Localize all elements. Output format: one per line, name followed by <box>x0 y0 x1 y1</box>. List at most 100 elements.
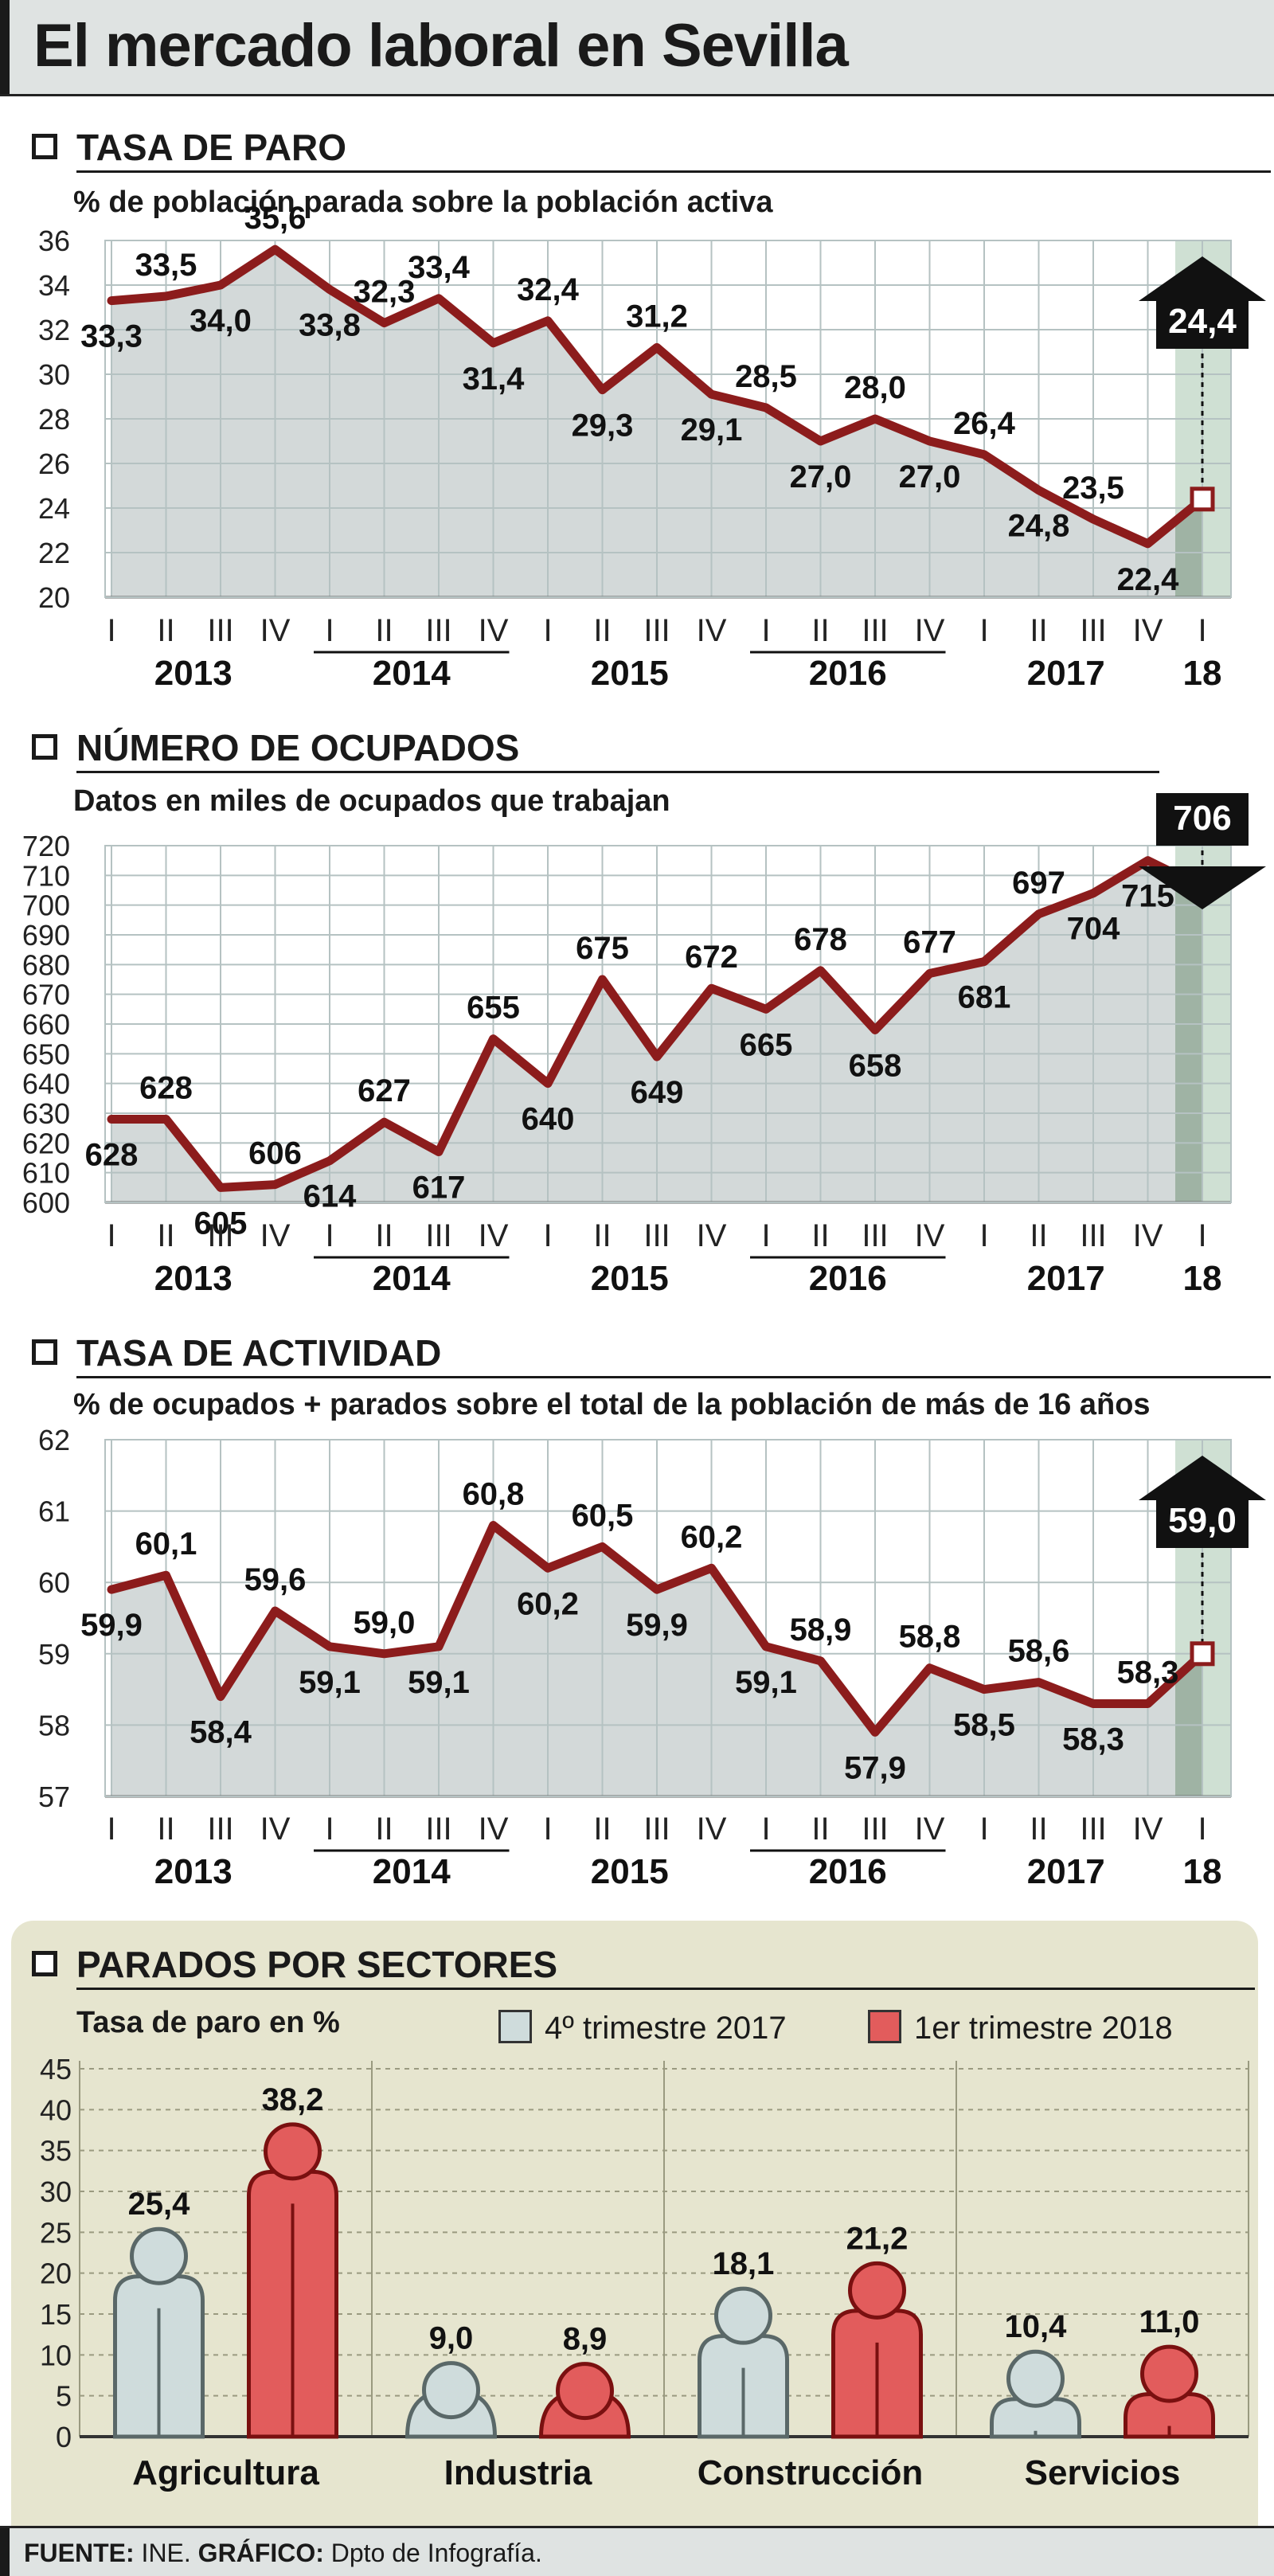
x-tick-quarter: II <box>811 613 829 648</box>
data-label: 21,2 <box>846 2221 909 2256</box>
x-tick-quarter: IV <box>479 613 509 648</box>
bar-head <box>714 2286 772 2345</box>
y-tick-label: 680 <box>22 948 70 981</box>
y-tick-label: 640 <box>22 1068 70 1100</box>
data-label: 715 <box>1121 879 1174 914</box>
x-tick-year: 18 <box>1183 1852 1222 1891</box>
x-tick-quarter: I <box>1198 1218 1206 1253</box>
plot-frame <box>104 845 1232 1203</box>
data-label: 59,0 <box>354 1605 416 1640</box>
y-tick-label: 36 <box>38 225 70 257</box>
legend-swatch-2018 <box>868 2010 901 2043</box>
y-tick-label: 60 <box>38 1566 70 1599</box>
x-tick-year: 2015 <box>591 1852 669 1891</box>
x-tick-quarter: I <box>543 613 552 648</box>
callout-arrow <box>1139 1456 1266 1500</box>
y-tick-label: 34 <box>38 269 70 302</box>
section-title: TASA DE PARO <box>76 127 347 168</box>
data-label: 31,2 <box>626 299 688 334</box>
data-label: 59,1 <box>299 1665 361 1700</box>
x-tick-year: 2015 <box>591 1259 669 1298</box>
data-label: 60,2 <box>681 1519 743 1554</box>
callout-value: 59,0 <box>1168 1501 1237 1540</box>
x-tick-quarter: IV <box>915 1218 945 1253</box>
data-label: 35,6 <box>244 201 307 236</box>
data-label: 678 <box>794 922 847 957</box>
y-tick-label: 700 <box>22 889 70 922</box>
footer-credits: FUENTE: INE. GRÁFICO: Dpto de Infografía… <box>24 2538 542 2568</box>
line-chart-ocupados: 6006106206306406506606706806907007107206… <box>22 793 1266 1298</box>
y-tick-label: 58 <box>38 1709 70 1741</box>
bar-head <box>556 2362 614 2421</box>
y-tick-label: 620 <box>22 1127 70 1159</box>
x-tick-quarter: IV <box>479 1812 509 1847</box>
y-tick-label: 57 <box>38 1781 70 1813</box>
data-label: 28,0 <box>844 370 906 405</box>
x-tick-quarter: II <box>1030 1812 1047 1847</box>
page-title: El mercado laboral en Sevilla <box>33 12 849 80</box>
bar-head <box>130 2226 188 2285</box>
data-label: 697 <box>1012 866 1065 901</box>
data-label: 26,4 <box>953 406 1016 441</box>
x-tick-quarter: II <box>1030 1218 1047 1253</box>
bar-head <box>848 2261 906 2320</box>
x-tick-quarter: III <box>862 1218 888 1253</box>
data-label: 58,5 <box>953 1708 1015 1743</box>
data-label: 57,9 <box>844 1750 906 1785</box>
data-label: 677 <box>903 925 956 960</box>
footer: FUENTE: INE. GRÁFICO: Dpto de Infografía… <box>0 2526 1274 2576</box>
callout-box <box>1156 296 1249 349</box>
line-chart-paro: 20222426283032343633,333,534,035,633,832… <box>38 201 1266 693</box>
category-label: Industria <box>444 2453 592 2492</box>
x-tick-year: 2016 <box>809 1852 887 1891</box>
section-square-icon <box>32 1339 57 1365</box>
x-tick-year: 2013 <box>154 1852 233 1891</box>
x-tick-quarter: IV <box>697 1218 727 1253</box>
data-label: 33,3 <box>80 319 143 354</box>
x-tick-quarter: II <box>593 1812 611 1847</box>
header-accent-bar <box>0 0 10 94</box>
x-tick-quarter: IV <box>1133 1218 1163 1253</box>
x-tick-quarter: I <box>107 1812 115 1847</box>
data-label: 33,8 <box>299 308 361 343</box>
x-tick-quarter: IV <box>697 613 727 648</box>
x-tick-quarter: II <box>157 613 174 648</box>
x-tick-year: 2014 <box>373 1852 451 1891</box>
data-label: 665 <box>740 1027 793 1062</box>
x-tick-year: 18 <box>1183 654 1222 693</box>
data-label: 9,0 <box>429 2321 474 2356</box>
data-label: 18,1 <box>713 2246 775 2281</box>
bar-head <box>1140 2344 1198 2403</box>
data-label: 8,9 <box>563 2322 608 2357</box>
data-label: 34,0 <box>190 303 252 338</box>
y-tick-label: 61 <box>38 1495 70 1528</box>
data-label: 32,4 <box>517 272 580 307</box>
data-line <box>107 856 1207 1192</box>
chart-subtitle-actividad: % de ocupados + parados sobre el total d… <box>73 1388 1151 1421</box>
category-label: Servicios <box>1025 2453 1181 2492</box>
data-label: 23,5 <box>1062 471 1124 506</box>
y-tick-label: 30 <box>40 2175 72 2208</box>
y-tick-label: 630 <box>22 1097 70 1130</box>
data-label: 22,4 <box>1117 562 1180 597</box>
data-label: 38,2 <box>262 2082 324 2117</box>
data-label: 33,4 <box>408 250 471 285</box>
x-tick-quarter: III <box>643 1218 670 1253</box>
y-tick-label: 0 <box>56 2421 72 2453</box>
section-rule <box>76 1988 1255 1990</box>
x-tick-quarter: III <box>862 613 888 648</box>
y-tick-label: 690 <box>22 919 70 952</box>
category-label: Agricultura <box>132 2453 319 2492</box>
plot-frame <box>104 1439 1232 1797</box>
x-tick-quarter: III <box>207 1218 233 1253</box>
x-tick-quarter: II <box>593 1218 611 1253</box>
x-tick-quarter: IV <box>1133 613 1163 648</box>
last-point-marker <box>1190 487 1215 512</box>
y-tick-label: 710 <box>22 859 70 892</box>
x-tick-quarter: I <box>1198 613 1206 648</box>
x-tick-quarter: I <box>979 613 988 648</box>
y-tick-label: 62 <box>38 1424 70 1456</box>
data-label: 606 <box>248 1136 302 1171</box>
x-tick-year: 2014 <box>373 654 451 693</box>
x-tick-quarter: IV <box>1133 1812 1163 1847</box>
